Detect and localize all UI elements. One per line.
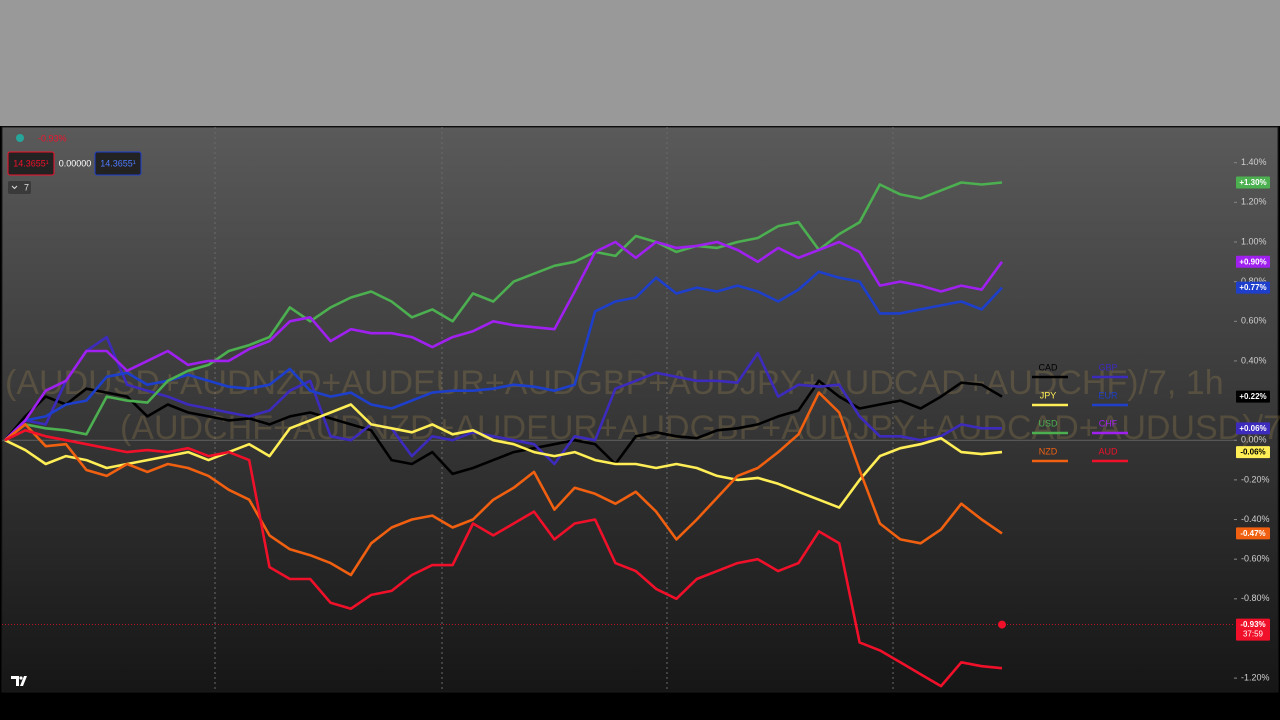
last-value-box: [1236, 281, 1270, 294]
top-band: [0, 0, 1280, 126]
price-dot: [998, 620, 1006, 629]
price-box[interactable]: [7, 151, 55, 176]
last-value-label: +0.06%: [1239, 424, 1266, 433]
y-tick-label: -0.40%: [1241, 514, 1270, 524]
y-tick-label: -0.80%: [1241, 593, 1270, 603]
price-box-text: 14.3655¹: [100, 158, 136, 168]
last-value-label: +0.90%: [1239, 257, 1266, 266]
last-value-box: [1236, 255, 1270, 268]
y-tick-label: 0.40%: [1241, 355, 1267, 365]
price-mid: 0.00000: [59, 158, 92, 168]
price-box: [1236, 618, 1270, 641]
series-line: [4, 429, 1003, 688]
chevron-icon: [11, 185, 18, 190]
logo: [11, 676, 27, 686]
last-value-box: [1236, 422, 1270, 435]
last-value-box: [1236, 390, 1270, 403]
series-line: [4, 403, 1003, 509]
y-tick-label: -1.20%: [1241, 672, 1270, 682]
y-tick-label: 0.00%: [1241, 435, 1267, 445]
collapse-count: 7: [24, 182, 29, 192]
y-tick-label: -0.60%: [1241, 554, 1270, 564]
last-value-label: -0.47%: [1240, 529, 1265, 538]
y-tick-label: 1.20%: [1241, 197, 1267, 207]
y-tick-label: 0.60%: [1241, 316, 1267, 326]
y-tick-label: -0.20%: [1241, 474, 1270, 484]
y-tick-label: 1.00%: [1241, 236, 1267, 246]
plot: 1.40% 1.20% 1.00% 0.80% 0.60% 0.40% 0.00% -0.20…: [2, 157, 1270, 688]
last-value-label: +1.30%: [1239, 178, 1266, 187]
legend-label: AUD: [1098, 446, 1118, 456]
legend-label: JPY: [1040, 390, 1057, 400]
series-line: [4, 391, 1003, 577]
price-box-text: 14.3655¹: [13, 158, 49, 168]
legend-label: NZD: [1039, 446, 1058, 456]
watermark-text: (AUDCHF+AUDNZD+AUDEUR+AUDGBP+AUDJPY+AUDC…: [120, 409, 1280, 447]
series-line: [4, 240, 1004, 442]
legend-label: USD: [1038, 418, 1058, 428]
y-tick-label: 0.80%: [1241, 276, 1267, 286]
legend-label: GBP: [1098, 362, 1117, 372]
legend-label: EUR: [1098, 390, 1118, 400]
last-value-label: +0.22%: [1239, 392, 1266, 401]
price-label: -0.93%: [1240, 620, 1265, 629]
legend-label: CAD: [1038, 362, 1058, 372]
last-value-box: [1236, 527, 1270, 540]
series-line: [4, 181, 1003, 442]
series-line: [4, 379, 1003, 476]
watermark: (AUDUSD+AUDNZD+AUDEUR+AUDGBP+AUDJPY+AUDC…: [5, 364, 1280, 447]
collapse-button[interactable]: [8, 181, 31, 194]
series-line: [4, 335, 1002, 466]
change-label: -0.93%: [38, 133, 67, 143]
last-value-box: [1236, 446, 1270, 459]
last-value-box: [1236, 176, 1270, 189]
price-box[interactable]: [94, 151, 142, 176]
watermark-text: (AUDUSD+AUDNZD+AUDEUR+AUDGBP+AUDJPY+AUDC…: [5, 364, 1224, 402]
countdown-label: 37:59: [1243, 630, 1264, 639]
legend-label: CHF: [1099, 418, 1118, 428]
last-value-label: -0.06%: [1240, 448, 1265, 457]
last-value-label: +0.77%: [1239, 283, 1266, 292]
status-dot: [16, 134, 24, 142]
y-tick-label: 1.40%: [1241, 157, 1267, 167]
vertical-grid: [214, 127, 894, 692]
